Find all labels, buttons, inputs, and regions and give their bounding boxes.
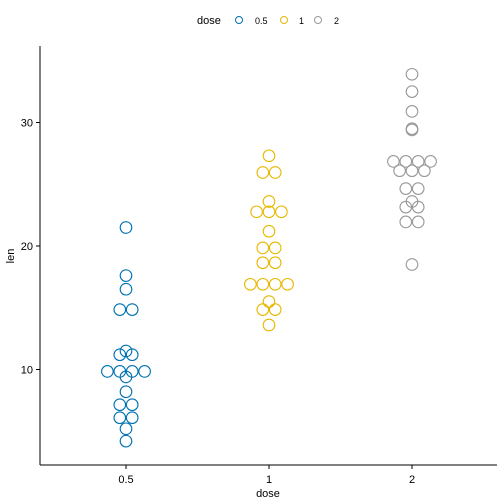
data-point-dose-2 (411, 155, 425, 168)
data-point-dose-1 (256, 166, 270, 179)
data-point-dose-1 (268, 241, 282, 255)
data-point-dose-1 (262, 149, 276, 163)
legend-marker-2 (314, 16, 322, 24)
data-point-dose-2 (411, 182, 425, 195)
data-point-dose-0-5 (125, 365, 139, 378)
data-point-dose-2 (399, 155, 413, 168)
data-point-dose-1 (275, 205, 288, 219)
data-point-dose-2 (418, 164, 431, 178)
data-point-dose-1 (262, 195, 276, 208)
data-point-dose-2 (399, 182, 413, 195)
x-axis-title: dose (256, 488, 280, 500)
data-point-dose-0-5 (119, 422, 133, 436)
y-axis-title: len (5, 249, 17, 264)
data-point-dose-2 (405, 122, 419, 136)
data-point-dose-2 (399, 215, 413, 229)
data-point-dose-1 (256, 303, 270, 316)
data-point-dose-0-5 (119, 434, 133, 448)
data-point-dose-0-5 (119, 269, 133, 282)
data-point-dose-1 (250, 205, 263, 219)
data-point-dose-0-5 (125, 398, 139, 412)
data-point-dose-0-5 (119, 344, 133, 358)
data-point-dose-0-5 (113, 411, 127, 425)
legend: dose 0.5 1 2 (197, 15, 339, 27)
legend-marker-0-5 (235, 16, 243, 24)
data-point-dose-0-5 (113, 365, 127, 378)
y-tick-label: 20 (21, 241, 33, 253)
data-points (101, 67, 437, 448)
data-point-dose-1 (281, 277, 294, 291)
data-point-dose-2 (405, 258, 419, 271)
data-point-dose-0-5 (125, 411, 139, 425)
data-point-dose-1 (262, 224, 276, 238)
legend-label-2: 2 (334, 16, 339, 26)
data-point-dose-1 (268, 303, 282, 316)
data-point-dose-0-5 (101, 365, 114, 378)
data-point-dose-2 (405, 164, 419, 178)
data-point-dose-1 (256, 256, 270, 270)
data-point-dose-2 (387, 155, 400, 168)
data-point-dose-0-5 (113, 303, 127, 316)
x-tick-label: 0.5 (118, 474, 133, 486)
data-point-dose-2 (393, 164, 406, 178)
data-point-dose-2 (424, 155, 437, 168)
data-point-dose-2 (405, 195, 419, 208)
data-point-dose-1 (256, 241, 270, 255)
data-point-dose-0-5 (113, 398, 127, 412)
legend-label-0-5: 0.5 (255, 16, 268, 26)
data-point-dose-1 (268, 256, 282, 270)
data-point-dose-0-5 (125, 303, 139, 316)
legend-title: dose (197, 15, 221, 27)
data-point-dose-1 (244, 277, 257, 291)
y-tick-label: 30 (21, 118, 33, 130)
data-point-dose-1 (268, 277, 282, 291)
data-point-dose-2 (411, 215, 425, 229)
data-point-dose-0-5 (119, 282, 133, 296)
legend-label-1: 1 (299, 16, 304, 26)
data-point-dose-2 (405, 85, 419, 98)
data-point-dose-0-5 (138, 365, 151, 378)
y-tick-label: 10 (21, 365, 33, 377)
data-point-dose-0-5 (113, 348, 127, 362)
axis-ticks: 10 20 30 0.5 1 2 (21, 118, 415, 487)
data-point-dose-2 (405, 67, 419, 81)
x-tick-label: 1 (266, 474, 272, 486)
data-point-dose-0-5 (119, 221, 133, 234)
data-point-dose-1 (268, 166, 282, 179)
data-point-dose-1 (262, 205, 276, 219)
data-point-dose-1 (256, 277, 270, 291)
data-point-dose-2 (405, 105, 419, 118)
x-tick-label: 2 (409, 474, 415, 486)
data-point-dose-1 (262, 318, 276, 332)
data-point-dose-0-5 (125, 348, 139, 362)
data-point-dose-0-5 (119, 385, 133, 399)
data-point-dose-1 (262, 295, 276, 308)
legend-marker-1 (280, 16, 288, 24)
